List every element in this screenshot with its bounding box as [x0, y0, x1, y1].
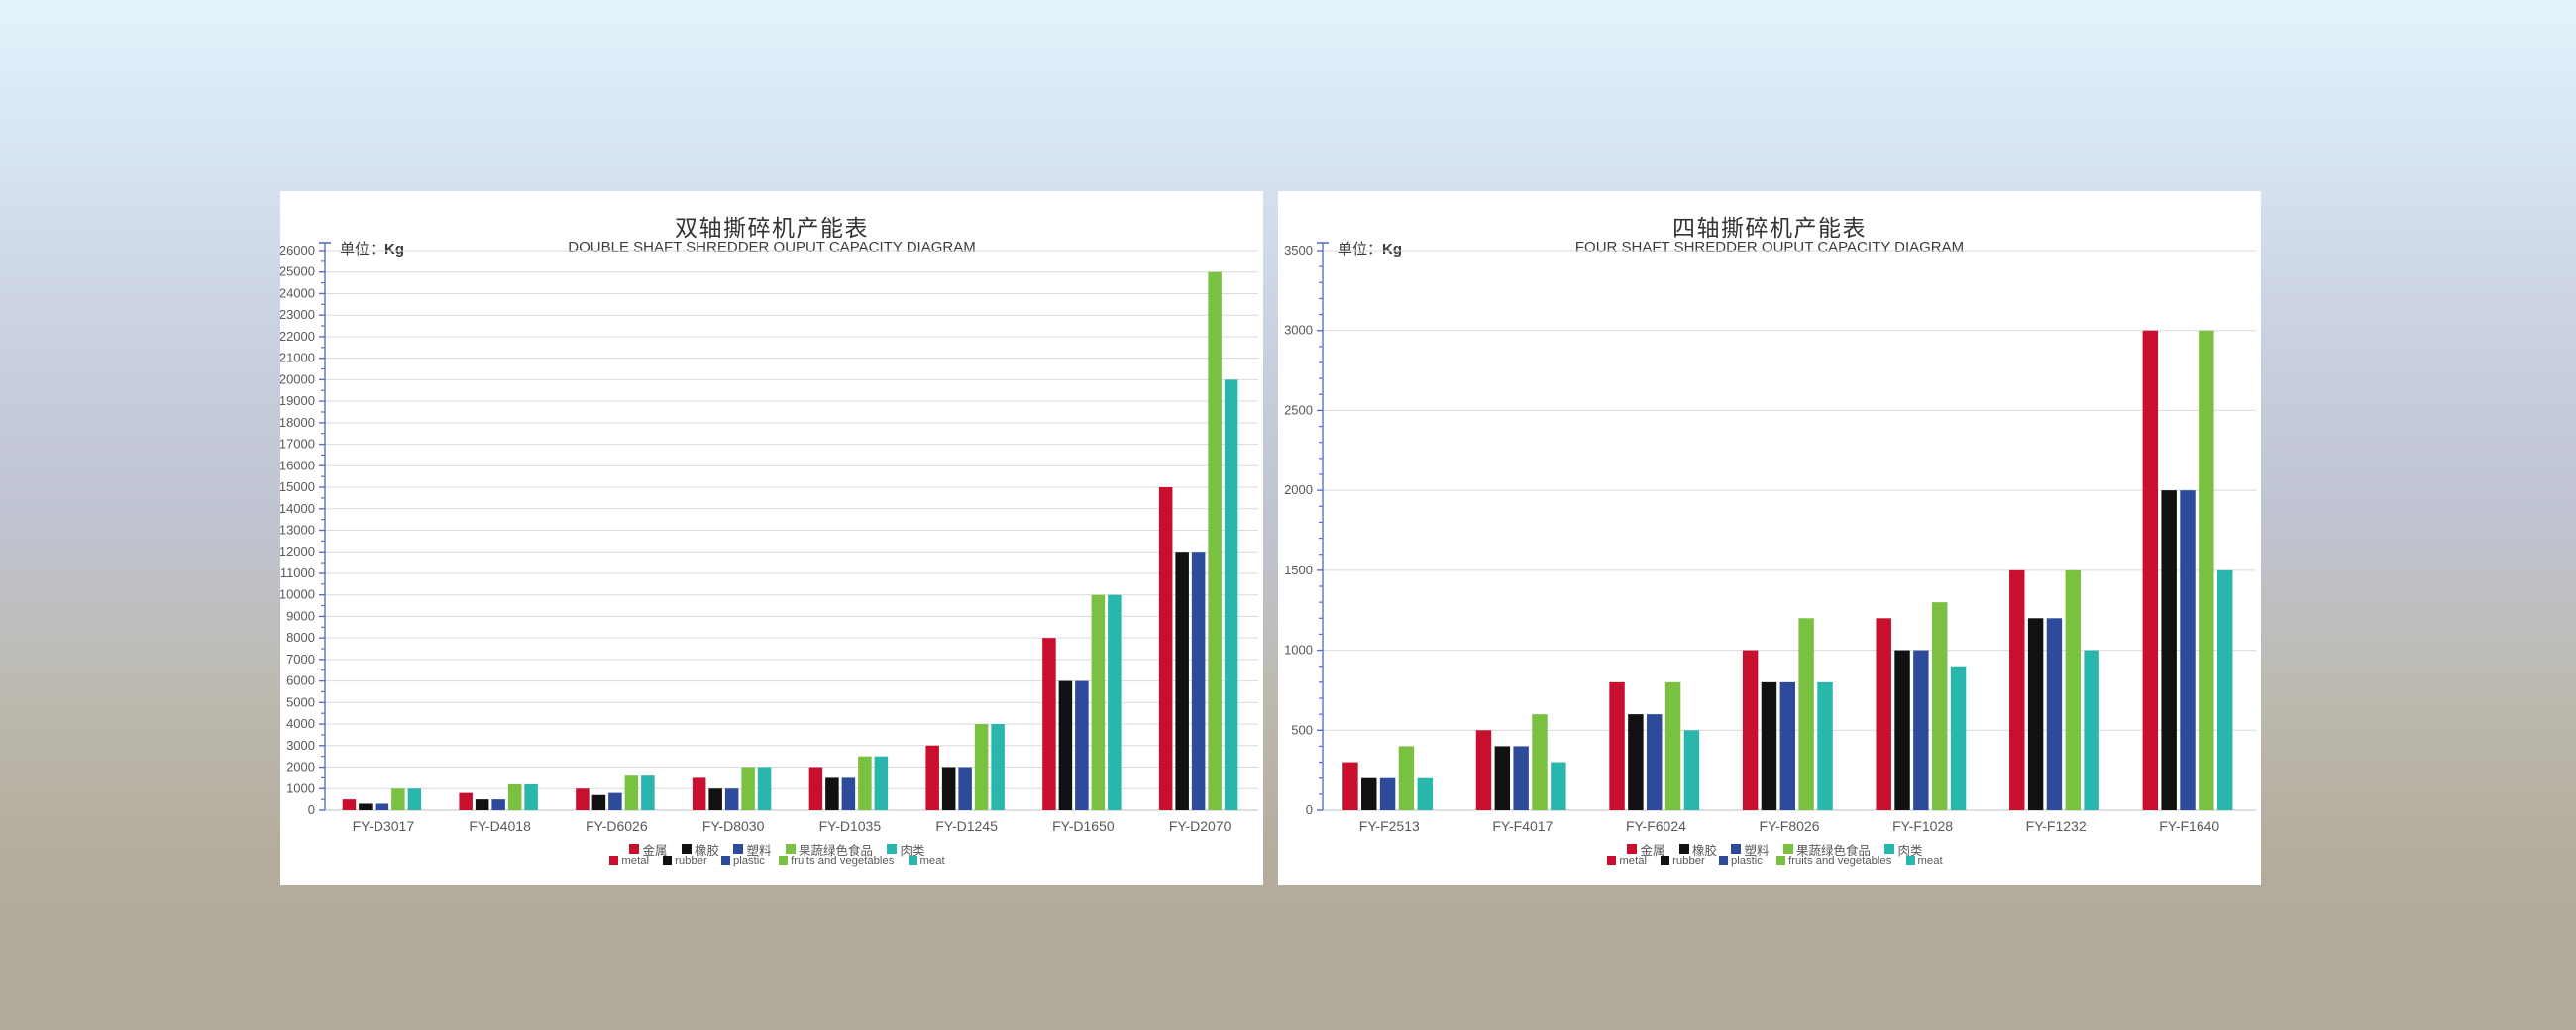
svg-text:FY-D4018: FY-D4018 [469, 818, 531, 834]
svg-text:FY-D1035: FY-D1035 [819, 818, 882, 834]
svg-text:3000: 3000 [286, 738, 315, 753]
svg-text:FY-F4017: FY-F4017 [1492, 818, 1553, 834]
svg-text:FY-D2070: FY-D2070 [1169, 818, 1232, 834]
svg-text:15000: 15000 [280, 479, 315, 494]
svg-text:13000: 13000 [280, 523, 315, 538]
svg-text:11000: 11000 [280, 566, 315, 580]
svg-text:3500: 3500 [1284, 243, 1313, 258]
svg-text:7000: 7000 [286, 652, 315, 667]
svg-text:21000: 21000 [280, 351, 315, 365]
svg-text:2500: 2500 [1284, 402, 1313, 417]
svg-text:8000: 8000 [286, 630, 315, 645]
svg-text:FY-F6024: FY-F6024 [1626, 818, 1686, 834]
svg-text:FY-D8030: FY-D8030 [702, 818, 765, 834]
svg-text:20000: 20000 [280, 371, 315, 386]
svg-text:FY-F2513: FY-F2513 [1359, 818, 1420, 834]
svg-text:25000: 25000 [280, 264, 315, 279]
svg-text:1000: 1000 [1284, 643, 1313, 658]
svg-text:FY-D1245: FY-D1245 [935, 818, 998, 834]
svg-text:0: 0 [1306, 802, 1313, 817]
svg-text:17000: 17000 [280, 437, 315, 452]
svg-text:FY-F8026: FY-F8026 [1760, 818, 1820, 834]
svg-text:FY-F1028: FY-F1028 [1892, 818, 1953, 834]
svg-text:FY-D3017: FY-D3017 [353, 818, 415, 834]
svg-text:6000: 6000 [286, 673, 315, 688]
svg-text:9000: 9000 [286, 608, 315, 623]
svg-text:500: 500 [1291, 722, 1313, 737]
svg-text:2000: 2000 [1284, 482, 1313, 497]
svg-text:FY-D6026: FY-D6026 [586, 818, 648, 834]
svg-text:4000: 4000 [286, 716, 315, 731]
svg-text:10000: 10000 [280, 587, 315, 602]
svg-text:FY-F1232: FY-F1232 [2026, 818, 2087, 834]
svg-text:0: 0 [308, 802, 315, 817]
svg-text:FY-D1650: FY-D1650 [1052, 818, 1115, 834]
svg-text:14000: 14000 [280, 501, 315, 516]
svg-text:2000: 2000 [286, 760, 315, 774]
svg-text:23000: 23000 [280, 307, 315, 322]
svg-text:5000: 5000 [286, 694, 315, 709]
svg-text:12000: 12000 [280, 544, 315, 559]
svg-text:3000: 3000 [1284, 323, 1313, 338]
svg-text:16000: 16000 [280, 458, 315, 472]
svg-text:24000: 24000 [280, 285, 315, 300]
svg-text:1500: 1500 [1284, 563, 1313, 577]
svg-text:26000: 26000 [280, 243, 315, 258]
svg-text:18000: 18000 [280, 415, 315, 430]
svg-text:19000: 19000 [280, 393, 315, 408]
svg-text:FY-F1640: FY-F1640 [2159, 818, 2219, 834]
svg-text:1000: 1000 [286, 780, 315, 795]
svg-text:22000: 22000 [280, 329, 315, 344]
